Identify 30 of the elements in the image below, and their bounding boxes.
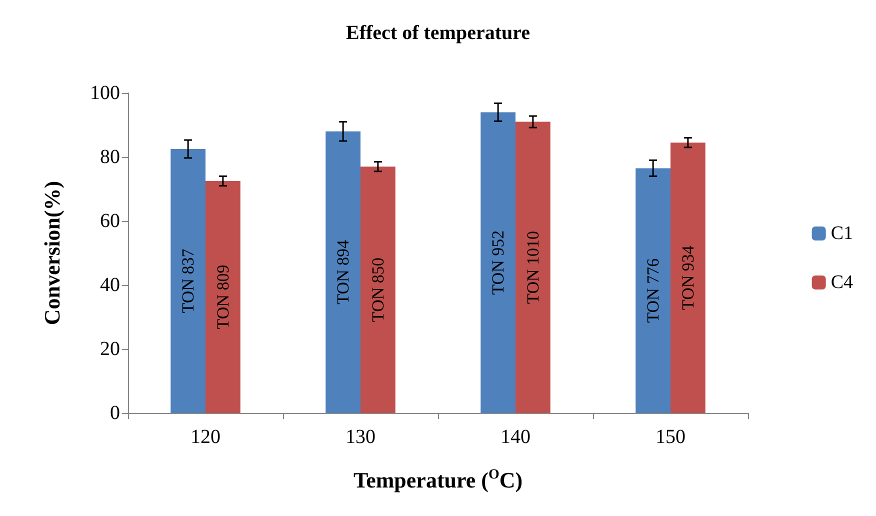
bar xyxy=(326,131,360,413)
x-tick-label: 140 xyxy=(500,426,530,448)
x-tick-label: 150 xyxy=(656,426,686,448)
data-label: TON 850 xyxy=(368,258,388,322)
data-label: TON 1010 xyxy=(523,230,542,304)
legend-label: C1 xyxy=(830,223,854,244)
bar xyxy=(670,142,706,413)
data-label: TON 934 xyxy=(678,245,698,310)
data-label: TON 952 xyxy=(488,230,508,295)
y-tick-label: 80 xyxy=(100,146,120,168)
data-label: TON 809 xyxy=(213,264,232,330)
data-label: TON 894 xyxy=(334,240,353,304)
bar xyxy=(360,166,396,413)
bar xyxy=(480,112,516,413)
y-tick-label: 100 xyxy=(90,82,120,104)
bar xyxy=(636,168,670,413)
y-tick-label: 0 xyxy=(110,402,120,424)
y-axis-title: Conversion(%) xyxy=(40,180,64,326)
x-tick-label: 120 xyxy=(190,426,220,448)
x-tick-label: 130 xyxy=(346,426,376,448)
data-label: TON 776 xyxy=(644,258,663,323)
y-tick-label: 40 xyxy=(100,274,120,296)
legend-label: C4 xyxy=(830,272,854,293)
bar xyxy=(170,149,206,413)
data-label: TON 837 xyxy=(178,248,198,314)
chart-title: Effect of temperature xyxy=(346,22,530,44)
bar xyxy=(516,122,550,413)
y-tick-label: 60 xyxy=(100,210,120,232)
y-tick-label: 20 xyxy=(100,338,120,360)
bar xyxy=(206,181,240,413)
